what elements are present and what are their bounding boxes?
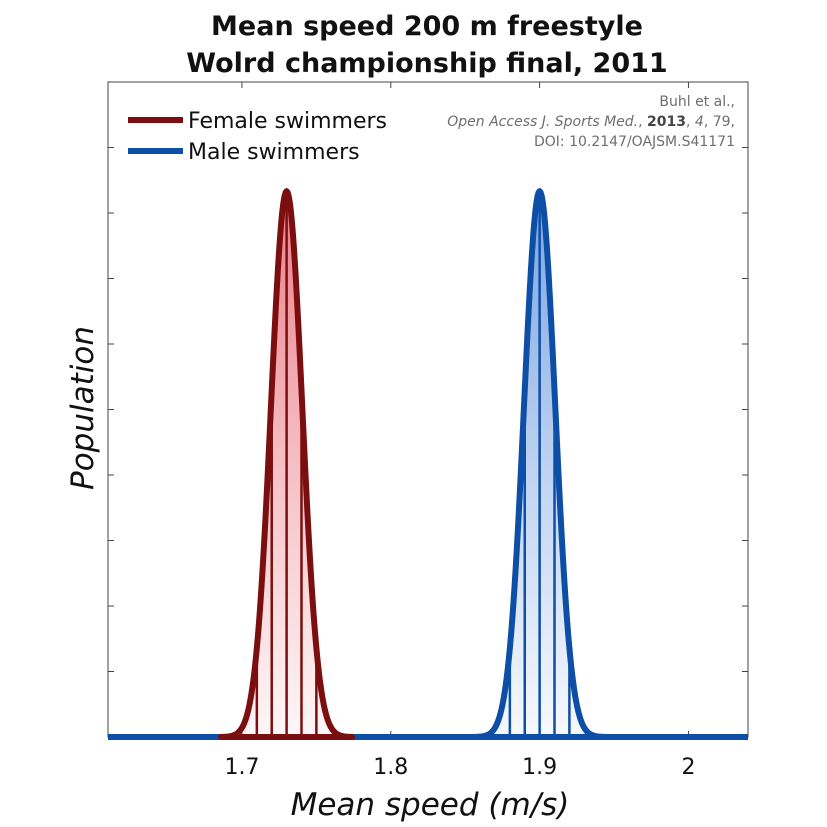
x-tick-label-2: 1.9 bbox=[522, 755, 557, 780]
legend-label-female: Female swimmers bbox=[188, 109, 387, 134]
legend: Female swimmers Male swimmers bbox=[128, 109, 387, 165]
curve-female bbox=[217, 188, 356, 740]
chart-title-line-2: Wolrd championship final, 2011 bbox=[186, 48, 667, 79]
x-axis-label: Mean speed (m/s) bbox=[291, 787, 570, 823]
citation: Buhl et al., Open Access J. Sports Med.,… bbox=[447, 94, 735, 150]
citation-authors: Buhl et al., bbox=[659, 94, 735, 110]
citation-sep-1: , bbox=[638, 114, 647, 130]
x-tick-label-0: 1.7 bbox=[224, 755, 259, 780]
plot-area bbox=[107, 81, 749, 738]
citation-journal: Open Access J. Sports Med. bbox=[447, 114, 638, 130]
y-axis-label: Population bbox=[65, 326, 101, 490]
y-axis-ticks bbox=[108, 147, 748, 672]
citation-volume: 4 bbox=[695, 114, 704, 130]
series-layer bbox=[108, 188, 748, 740]
citation-page: 79, bbox=[713, 114, 735, 130]
chart-title-line-1: Mean speed 200 m freestyle bbox=[211, 11, 643, 42]
x-tick-label-3: 2 bbox=[681, 755, 695, 780]
curve-male bbox=[470, 188, 609, 740]
citation-year: 2013 bbox=[647, 114, 686, 130]
series-female bbox=[217, 188, 356, 740]
citation-sep-3: , bbox=[704, 114, 713, 130]
citation-reference: Open Access J. Sports Med., 2013, 4, 79, bbox=[447, 114, 735, 130]
citation-sep-2: , bbox=[686, 114, 695, 130]
legend-label-male: Male swimmers bbox=[188, 140, 360, 165]
x-axis-ticks: 1.7 1.8 1.9 2 bbox=[224, 82, 695, 780]
citation-doi: DOI: 10.2147/OAJSM.S41171 bbox=[534, 134, 735, 150]
series-male bbox=[470, 188, 609, 740]
x-tick-label-1: 1.8 bbox=[373, 755, 408, 780]
